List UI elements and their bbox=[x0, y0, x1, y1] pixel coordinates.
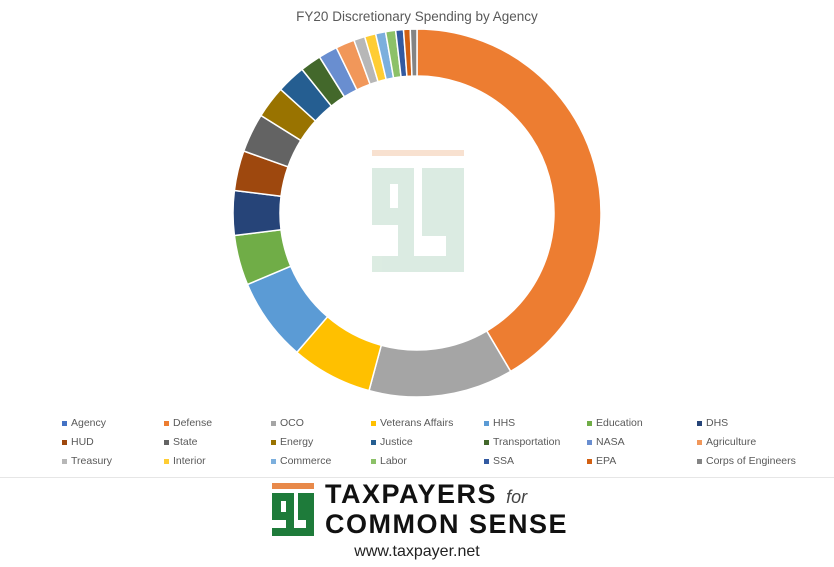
legend-item-oco: OCO bbox=[271, 416, 371, 430]
legend-item-interior: Interior bbox=[164, 454, 271, 468]
legend-item-education: Education bbox=[587, 416, 697, 430]
legend-label: HUD bbox=[71, 436, 94, 448]
legend-label: HHS bbox=[493, 417, 516, 429]
legend-swatch bbox=[587, 458, 592, 464]
legend-label: Labor bbox=[380, 455, 407, 467]
legend-item-state: State bbox=[164, 435, 271, 449]
legend-swatch bbox=[271, 439, 276, 445]
legend-label: OCO bbox=[280, 417, 304, 429]
slice-corps-of-engineers bbox=[409, 28, 418, 77]
legend-label: Interior bbox=[173, 455, 206, 467]
legend-swatch bbox=[164, 439, 169, 445]
legend-label: SSA bbox=[493, 455, 515, 467]
legend-item-labor: Labor bbox=[371, 454, 484, 468]
legend-swatch bbox=[164, 420, 169, 426]
brand-line2: COMMON SENSE bbox=[325, 509, 569, 539]
legend-label: Transportation bbox=[493, 436, 561, 448]
legend-item-agriculture: Agriculture bbox=[697, 435, 807, 449]
legend-item-transportation: Transportation bbox=[484, 435, 587, 449]
legend-item-ssa: SSA bbox=[484, 454, 587, 468]
legend-label: Agency bbox=[71, 417, 107, 429]
legend-label: Veterans Affairs bbox=[380, 417, 454, 429]
legend-item-veterans-affairs: Veterans Affairs bbox=[371, 416, 484, 430]
legend-item-energy: Energy bbox=[271, 435, 371, 449]
chart-legend: Agency Defense OCO Veterans Affairs HHS Educa… bbox=[62, 416, 822, 468]
legend-swatch bbox=[164, 458, 169, 464]
legend-item-justice: Justice bbox=[371, 435, 484, 449]
legend-swatch bbox=[371, 458, 376, 464]
legend-swatch bbox=[697, 420, 702, 426]
legend-label: DHS bbox=[706, 417, 729, 429]
legend-swatch bbox=[484, 420, 489, 426]
legend-label: Energy bbox=[280, 436, 314, 448]
legend-item-agency: Agency bbox=[62, 416, 164, 430]
legend-swatch bbox=[587, 439, 592, 445]
legend-item-treasury: Treasury bbox=[62, 454, 164, 468]
legend-item-nasa: NASA bbox=[587, 435, 697, 449]
donut-slices bbox=[232, 28, 602, 398]
brand-wordmark: TAXPAYERS for COMMON SENSE bbox=[325, 481, 568, 538]
legend-item-defense: Defense bbox=[164, 416, 271, 430]
legend-label: Defense bbox=[173, 417, 213, 429]
donut-chart bbox=[232, 28, 602, 398]
legend-label: EPA bbox=[596, 455, 617, 467]
legend-swatch bbox=[484, 439, 489, 445]
legend-label: Corps of Engineers bbox=[706, 455, 796, 467]
site-url: www.taxpayer.net bbox=[354, 543, 480, 560]
legend-swatch bbox=[62, 439, 67, 445]
slice-oco bbox=[368, 329, 512, 398]
legend-item-epa: EPA bbox=[587, 454, 697, 468]
divider bbox=[0, 477, 834, 478]
legend-label: Treasury bbox=[71, 455, 113, 467]
legend-item-hhs: HHS bbox=[484, 416, 587, 430]
legend-label: NASA bbox=[596, 436, 625, 448]
legend-label: Commerce bbox=[280, 455, 332, 467]
legend-swatch bbox=[697, 458, 702, 464]
legend-swatch bbox=[271, 458, 276, 464]
legend-swatch bbox=[484, 458, 489, 464]
legend-swatch bbox=[587, 420, 592, 426]
legend-swatch bbox=[371, 420, 376, 426]
legend-label: State bbox=[173, 436, 198, 448]
taxpayers-logo-icon bbox=[272, 483, 314, 536]
brand-for: for bbox=[506, 487, 528, 507]
legend-swatch bbox=[62, 420, 67, 426]
slice-defense bbox=[416, 28, 602, 373]
legend-item-hud: HUD bbox=[62, 435, 164, 449]
legend-item-dhs: DHS bbox=[697, 416, 807, 430]
legend-label: Education bbox=[596, 417, 643, 429]
legend-label: Agriculture bbox=[706, 436, 757, 448]
legend-label: Justice bbox=[380, 436, 413, 448]
chart-title: FY20 Discretionary Spending by Agency bbox=[296, 9, 538, 24]
legend-swatch bbox=[271, 420, 276, 426]
brand-line1: TAXPAYERS bbox=[325, 479, 498, 509]
legend-item-corps-of-engineers: Corps of Engineers bbox=[697, 454, 807, 468]
legend-item-commerce: Commerce bbox=[271, 454, 371, 468]
center-watermark bbox=[372, 150, 464, 272]
legend-swatch bbox=[62, 458, 67, 464]
slice-dhs bbox=[232, 189, 282, 237]
legend-swatch bbox=[697, 439, 702, 445]
legend-swatch bbox=[371, 439, 376, 445]
